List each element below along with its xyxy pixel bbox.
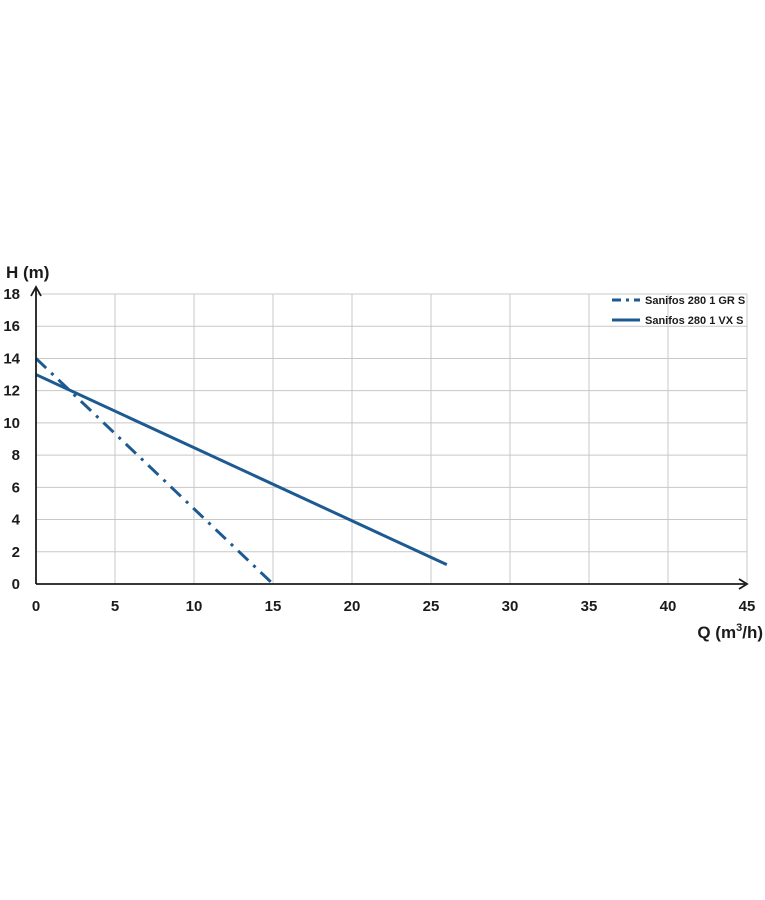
y-tick-label: 6 bbox=[12, 479, 20, 496]
y-tick-label: 14 bbox=[3, 350, 20, 367]
x-axis-title-main: Q (m bbox=[697, 623, 736, 642]
x-tick-label: 35 bbox=[581, 598, 598, 615]
x-tick-label: 0 bbox=[32, 598, 40, 615]
series-line-gr bbox=[34, 357, 275, 586]
x-tick-label: 45 bbox=[739, 598, 756, 615]
y-axis-arrow bbox=[30, 285, 42, 297]
x-tick-label: 40 bbox=[660, 598, 677, 615]
grid bbox=[36, 293, 748, 584]
y-tick-labels: 0 2 4 6 8 10 12 14 16 18 bbox=[3, 286, 20, 593]
x-axis-arrow bbox=[738, 578, 749, 590]
series-line-vx bbox=[35, 373, 448, 567]
x-tick-labels: 0 5 10 15 20 25 30 35 40 45 bbox=[32, 598, 756, 615]
y-tick-label: 18 bbox=[3, 286, 20, 303]
y-tick-label: 4 bbox=[12, 512, 21, 529]
x-tick-label: 5 bbox=[111, 598, 119, 615]
y-axis-title: H (m) bbox=[6, 263, 49, 282]
y-tick-label: 2 bbox=[12, 544, 20, 561]
y-tick-label: 0 bbox=[12, 576, 20, 593]
legend-label-vx: Sanifos 280 1 VX S bbox=[645, 315, 743, 327]
axes bbox=[30, 285, 749, 590]
y-tick-label: 16 bbox=[3, 318, 20, 335]
x-tick-label: 25 bbox=[423, 598, 440, 615]
legend: Sanifos 280 1 GR S Sanifos 280 1 VX S bbox=[612, 295, 745, 327]
legend-label-gr: Sanifos 280 1 GR S bbox=[645, 295, 745, 307]
x-axis-title-end: /h) bbox=[742, 623, 763, 642]
x-tick-label: 20 bbox=[344, 598, 361, 615]
y-tick-label: 10 bbox=[3, 415, 20, 432]
x-axis-title: Q (m3/h) bbox=[697, 622, 763, 642]
series-group bbox=[34, 357, 448, 586]
y-tick-label: 8 bbox=[12, 447, 20, 464]
x-tick-label: 15 bbox=[265, 598, 282, 615]
x-tick-label: 30 bbox=[502, 598, 519, 615]
y-tick-label: 12 bbox=[3, 383, 20, 400]
x-tick-label: 10 bbox=[186, 598, 203, 615]
x-axis-title-superscript: 3 bbox=[736, 622, 742, 634]
